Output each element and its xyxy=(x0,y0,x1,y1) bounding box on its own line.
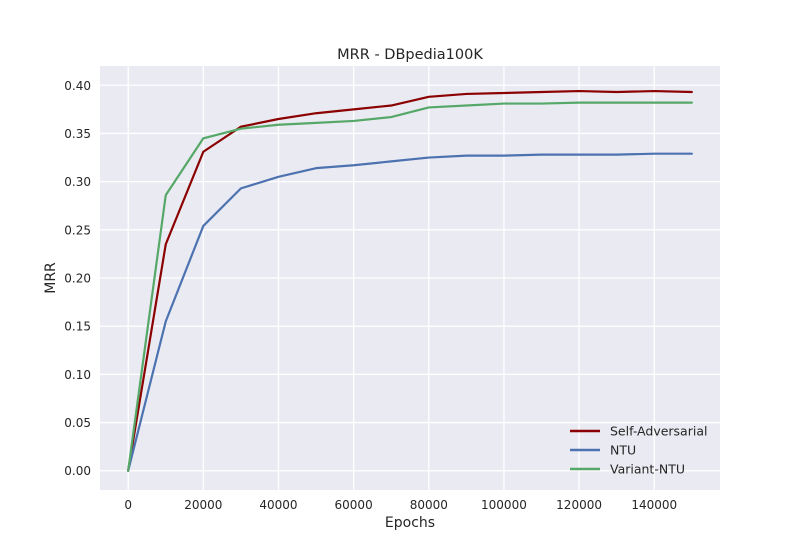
x-tick-label: 80000 xyxy=(410,498,448,512)
grid-lines xyxy=(100,66,720,490)
y-tick-label: 0.35 xyxy=(64,127,91,141)
x-tick-label: 140000 xyxy=(631,498,677,512)
legend-label-self-adversarial: Self-Adversarial xyxy=(610,424,707,439)
y-tick-labels: 0.00 0.05 0.10 0.15 0.20 0.25 0.30 0.35 0.40 xyxy=(64,79,91,478)
y-tick-label: 0.30 xyxy=(64,175,91,189)
legend-label-ntu: NTU xyxy=(610,443,636,458)
x-tick-label: 20000 xyxy=(184,498,222,512)
y-axis-label: MRR xyxy=(43,262,59,294)
y-tick-label: 0.20 xyxy=(64,272,91,286)
y-tick-label: 0.40 xyxy=(64,79,91,93)
series-lines xyxy=(127,89,693,472)
y-tick-label: 0.00 xyxy=(64,464,91,478)
legend: Self-Adversarial NTU Variant-NTU xyxy=(570,424,707,477)
series-line-self-adversarial xyxy=(127,89,693,472)
legend-label-variant-ntu: Variant-NTU xyxy=(610,462,685,477)
x-tick-label: 60000 xyxy=(335,498,373,512)
x-tick-labels: 0 20000 40000 60000 80000 100000 120000 140000 xyxy=(124,498,677,512)
x-tick-label: 0 xyxy=(124,498,132,512)
x-tick-label: 40000 xyxy=(259,498,297,512)
series-line-variant-ntu xyxy=(127,101,693,472)
y-tick-label: 0.15 xyxy=(64,320,91,334)
x-tick-label: 120000 xyxy=(556,498,602,512)
y-tick-label: 0.05 xyxy=(64,416,91,430)
y-tick-label: 0.10 xyxy=(64,368,91,382)
x-axis-label: Epochs xyxy=(385,515,435,531)
y-tick-label: 0.25 xyxy=(64,223,91,237)
series-line-ntu xyxy=(127,152,693,472)
x-tick-label: 100000 xyxy=(481,498,527,512)
chart-title: MRR - DBpedia100K xyxy=(337,47,483,63)
